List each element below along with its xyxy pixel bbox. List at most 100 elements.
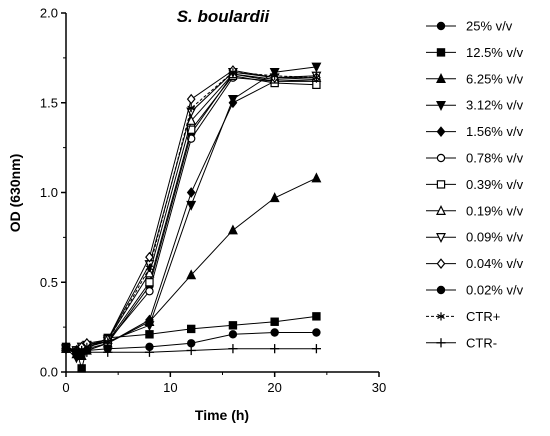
plot-area (61, 62, 322, 373)
data-point (186, 200, 197, 211)
data-point (229, 68, 237, 77)
data-point (77, 364, 86, 373)
y-axis-label: OD (630nm) (7, 154, 23, 233)
legend-marker (436, 73, 446, 84)
legend: 25% v/v 12.5% v/v 6.25% v/v 3.12% v/v 1.56% … (426, 19, 524, 350)
x-tick-label: 10 (163, 380, 177, 395)
x-tick-label: 0 (62, 380, 69, 395)
legend-label: CTR+ (466, 309, 500, 324)
data-point (145, 278, 154, 287)
data-point (311, 62, 322, 73)
star-arm (312, 75, 321, 81)
legend-marker (436, 285, 446, 295)
legend-label: CTR- (466, 335, 497, 350)
data-point (228, 330, 238, 339)
data-point (186, 269, 197, 280)
legend-item: 0.19% v/v (426, 203, 524, 218)
legend-label: 0.78% v/v (466, 151, 524, 166)
legend-item: 0.39% v/v (426, 177, 524, 192)
legend-marker (436, 100, 446, 111)
y-tick-label: 0.0 (40, 365, 58, 380)
legend-marker (437, 312, 445, 321)
legend-marker (436, 153, 446, 163)
data-point (312, 312, 321, 321)
legend-label: 25% v/v (466, 19, 513, 34)
data-point (77, 345, 87, 356)
legend-label: 1.56% v/v (466, 124, 524, 139)
legend-label: 0.02% v/v (466, 283, 524, 298)
star-arm (103, 338, 112, 345)
legend-label: 6.25% v/v (466, 71, 524, 86)
legend-item: 12.5% v/v (426, 45, 524, 60)
data-point (311, 172, 322, 183)
data-point (103, 347, 113, 357)
data-point (187, 324, 196, 334)
legend-item: 25% v/v (426, 19, 513, 34)
data-point (311, 344, 321, 354)
legend-item: 0.09% v/v (426, 230, 524, 245)
data-point (186, 339, 196, 348)
data-point (187, 104, 196, 113)
data-point (145, 287, 154, 296)
data-point (269, 192, 280, 203)
legend-item: 6.25% v/v (426, 71, 524, 86)
legend-label: 12.5% v/v (466, 45, 524, 60)
chart-title: S. boulardii (177, 7, 271, 26)
y-tick-label: 1.5 (40, 95, 58, 110)
series-12 (62, 68, 321, 355)
data-point (186, 345, 196, 356)
star-arm (145, 265, 154, 271)
legend-item: 0.04% v/v (426, 256, 524, 271)
data-point (270, 317, 279, 326)
x-tick-label: 30 (372, 380, 386, 395)
legend-marker (436, 180, 446, 189)
star-arm (83, 344, 91, 350)
legend-label: 0.19% v/v (466, 203, 524, 218)
data-point (227, 224, 238, 235)
data-point (145, 263, 154, 272)
legend-item: 0.78% v/v (426, 151, 524, 166)
legend-marker (436, 258, 446, 269)
legend-item: CTR- (426, 335, 497, 350)
data-point (186, 187, 196, 198)
data-point (144, 347, 155, 357)
data-point (82, 347, 92, 357)
data-point (144, 267, 155, 278)
data-point (228, 97, 238, 109)
data-point (145, 251, 154, 263)
legend-item: 1.56% v/v (426, 124, 524, 139)
data-point (270, 344, 280, 354)
legend-marker (436, 205, 446, 215)
star-arm (229, 69, 237, 75)
data-point (312, 328, 321, 337)
data-point (270, 328, 279, 337)
data-point (312, 73, 321, 82)
legend-marker (436, 126, 446, 137)
legend-item: CTR+ (426, 309, 500, 324)
legend-marker (436, 48, 446, 57)
series-line (65, 71, 317, 351)
legend-label: 0.09% v/v (466, 230, 524, 245)
legend-marker (436, 21, 446, 31)
data-point (145, 330, 154, 339)
data-point (145, 314, 154, 326)
star-arm (270, 73, 279, 79)
data-point (228, 344, 238, 354)
data-point (186, 93, 196, 105)
y-tick-label: 0.5 (40, 275, 58, 290)
y-tick-label: 2.0 (40, 6, 58, 21)
data-point (103, 337, 112, 346)
legend-marker (436, 233, 446, 243)
star-arm (187, 105, 196, 111)
axes: 0.0 0.5 1.0 1.5 2.0 0 10 20 30 (40, 6, 386, 396)
data-point (187, 125, 196, 134)
legend-label: 3.12% v/v (466, 98, 524, 113)
legend-item: 0.02% v/v (426, 283, 524, 298)
x-axis-label: Time (h) (195, 407, 249, 423)
legend-label: 0.04% v/v (466, 256, 524, 271)
data-point (270, 71, 279, 80)
star-arm (437, 313, 445, 319)
legend-item: 3.12% v/v (426, 98, 524, 113)
